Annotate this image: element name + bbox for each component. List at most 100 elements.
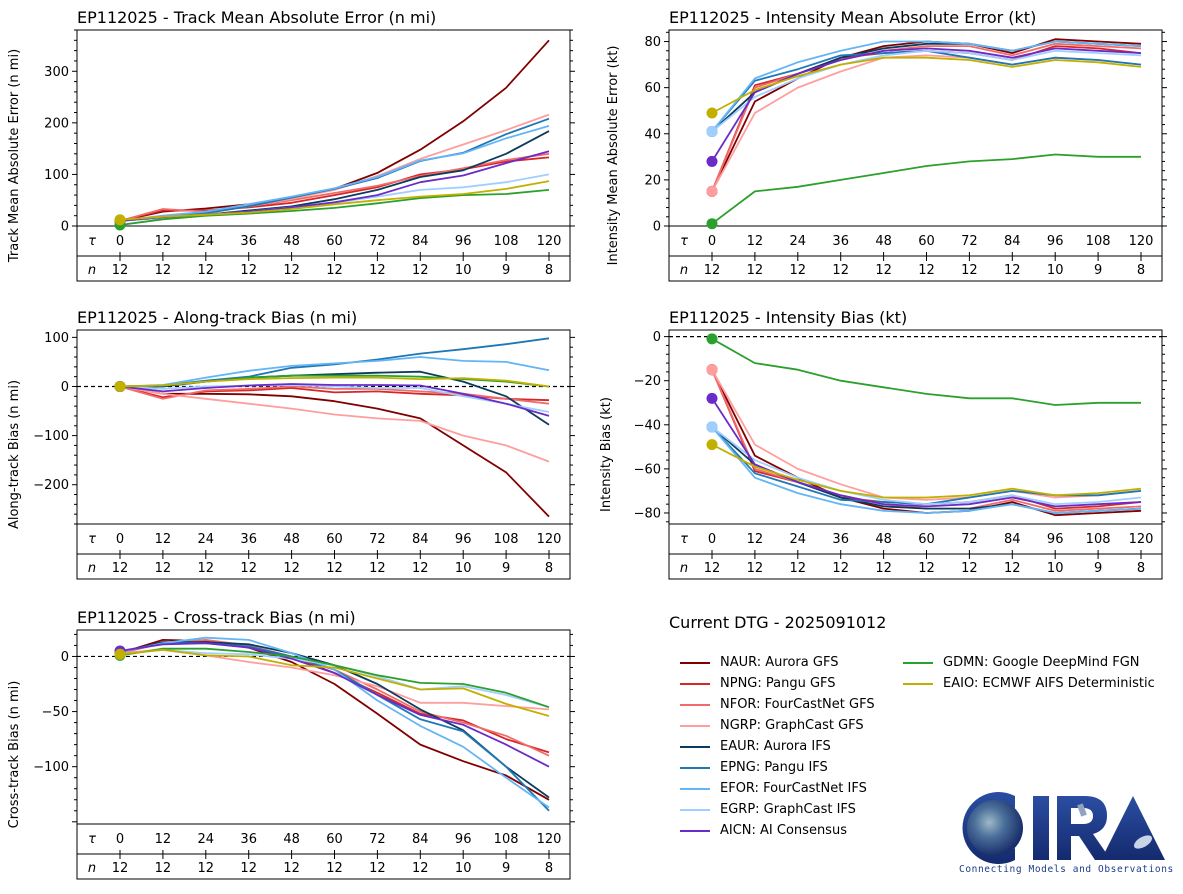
series-line-AICN [119,642,550,768]
chart-title: EP112025 - Track Mean Absolute Error (n … [77,8,436,27]
n-row-label: n [88,561,96,576]
x-tick-label: 108 [1086,532,1111,547]
n-count-label: 12 [747,263,764,278]
x-tick-label: 24 [790,234,807,249]
legend-swatch [680,809,710,811]
y-tick-label: −60 [634,462,661,477]
n-count-label: 12 [283,561,300,576]
legend-label: EGRP: GraphCast IFS [720,802,856,817]
series-start-marker-EGRP [706,421,718,433]
legend-swatch [680,704,710,706]
series-line-NGRP [711,369,1142,501]
series-line-EGRP [119,384,550,413]
x-tick-label: 60 [918,532,935,547]
series-line-NFOR [711,369,1142,512]
series-line-NFOR [119,152,550,222]
series-start-marker-EAIO [706,439,718,451]
n-count-label: 10 [455,263,472,278]
legend-label: AICN: AI Consensus [720,823,847,838]
n-count-label: 12 [961,561,978,576]
chart-title: EP112025 - Intensity Mean Absolute Error… [669,8,1036,27]
x-tick-label: 36 [832,532,849,547]
y-tick-label: 100 [44,331,69,346]
x-tick-label: 84 [1004,234,1021,249]
series-line-EPNG [711,49,1142,133]
series-line-EGRP [711,426,1142,506]
legend-label: NPNG: Pangu GFS [720,676,836,691]
series-line-NPNG [711,45,1142,192]
x-tick-label: 12 [155,532,172,547]
legend-swatch [680,683,710,685]
legend-label: EPNG: Pangu IFS [720,760,828,775]
n-count-label: 10 [1047,561,1064,576]
n-row-label: n [680,263,688,278]
tau-row-label: τ [88,832,96,847]
legend-label: GDMN: Google DeepMind FGN [943,655,1140,670]
y-axis-label: Intensity Mean Absolute Error (kt) [606,46,621,266]
x-tick-label: 72 [369,234,386,249]
series-line-GDMN [711,338,1141,406]
series-start-marker-AICN [706,392,718,404]
series-start-marker-EGRP [706,125,718,137]
series-line-NPNG [711,369,1142,510]
series-group [119,636,550,812]
x-tick-label: 0 [708,532,716,547]
series-line-EAIO [119,180,550,221]
x-tick-label: 108 [494,532,519,547]
series-line-AICN [119,383,550,417]
legend-label: EAUR: Aurora IFS [720,739,831,754]
n-count-label: 8 [1137,561,1145,576]
n-count-label: 12 [412,263,429,278]
n-count-label: 12 [412,861,429,876]
n-count-label: 12 [112,263,129,278]
chart-panel-middle-left: EP112025 - Along-track Bias (n mi) Along-… [7,308,575,580]
cira-logo: Connecting Models and Observations [955,790,1173,886]
n-count-label: 8 [545,861,553,876]
series-line-AICN [711,397,1142,508]
x-tick-label: 48 [875,234,892,249]
n-count-label: 12 [961,263,978,278]
series-line-EAIO [711,443,1142,499]
x-tick-label: 72 [369,532,386,547]
x-tick-label: 72 [369,832,386,847]
earth-globe-icon [967,800,1023,856]
series-start-marker-AICN [706,155,718,167]
satellite-dish-icon [1133,835,1153,849]
y-axis-label: Track Mean Absolute Error (n mi) [7,49,22,263]
y-axis-label: Along-track Bias (n mi) [7,380,22,529]
n-count-label: 12 [918,561,935,576]
series-start-marker-EAIO [114,648,126,660]
legend-swatch [680,830,710,832]
n-count-label: 12 [155,861,172,876]
x-tick-label: 120 [537,234,562,249]
x-tick-label: 96 [1047,532,1064,547]
n-count-label: 12 [198,861,215,876]
n-count-label: 9 [502,561,510,576]
tau-row-label: τ [88,532,96,547]
n-count-label: 12 [283,861,300,876]
chart-panel-bottom-left: EP112025 - Cross-track Bias (n mi) Cross-… [7,608,575,880]
plot-frame [76,629,571,880]
x-tick-label: 36 [832,234,849,249]
x-tick-label: 96 [455,832,472,847]
series-line-EFOR [119,125,550,222]
n-count-label: 10 [455,861,472,876]
x-tick-label: 36 [240,234,257,249]
y-axis-label: Intensity Bias (kt) [599,397,614,512]
series-start-marker-EAIO [114,214,126,226]
chart-panel-top-left: EP112025 - Track Mean Absolute Error (n … [7,8,575,282]
n-count-label: 12 [704,561,721,576]
n-count-label: 12 [240,263,257,278]
x-tick-label: 0 [116,234,124,249]
legend-swatch [680,662,710,664]
y-tick-label: 200 [44,116,69,131]
series-line-EAIO [119,648,550,717]
chart-title: EP112025 - Along-track Bias (n mi) [77,308,357,327]
x-tick-label: 108 [494,234,519,249]
n-count-label: 12 [326,861,343,876]
x-tick-label: 84 [412,234,429,249]
x-tick-label: 84 [1004,532,1021,547]
series-group [711,338,1142,517]
n-count-label: 12 [198,263,215,278]
legend-label: EFOR: FourCastNet IFS [720,781,867,796]
